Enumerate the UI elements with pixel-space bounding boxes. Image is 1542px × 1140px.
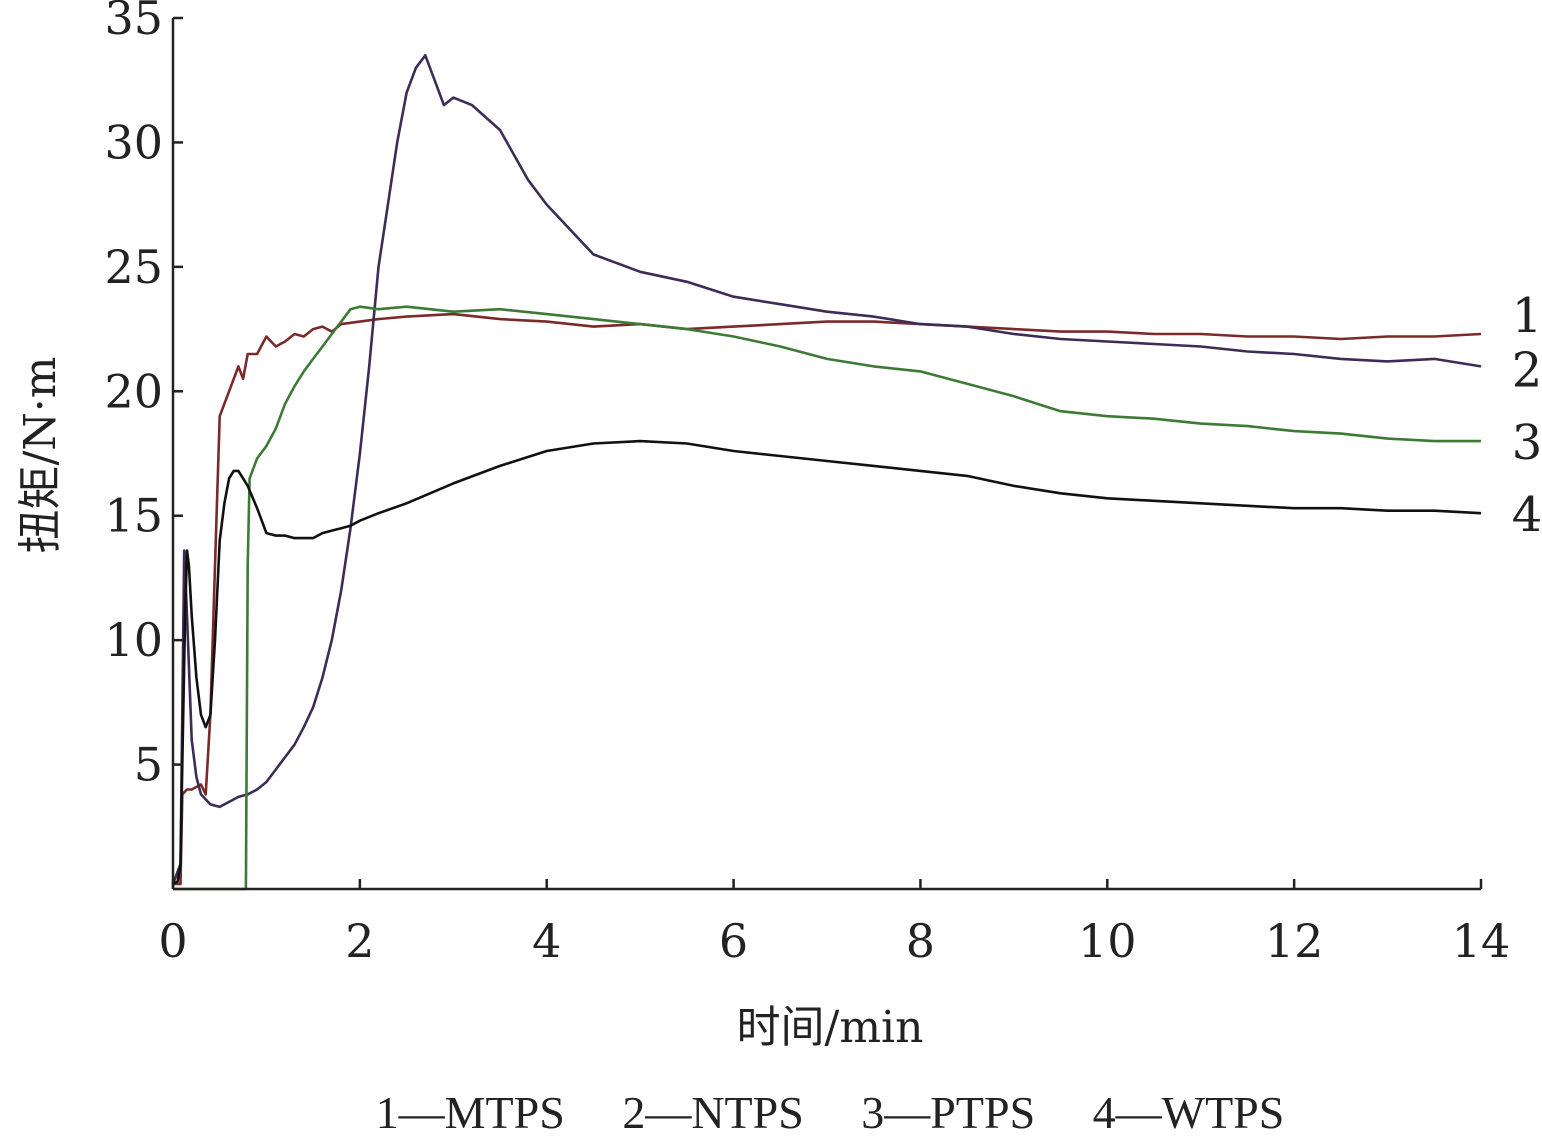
series-end-label-mtps: 1 (1512, 288, 1542, 344)
y-tick-label: 10 (104, 613, 163, 667)
end-label-layer: 12 3 4 (1512, 288, 1542, 543)
series-layer (171, 53, 1482, 891)
series-line-ntps (171, 53, 1482, 885)
legend: 1—MTPS 2—NTPS 3—PTPS 4—WTPS (376, 1087, 1285, 1138)
x-tick-label: 4 (532, 914, 561, 968)
series-end-label-ntps: 2 (1512, 342, 1542, 398)
y-tick-label: 15 (104, 489, 163, 543)
y-tick-label: 35 (104, 0, 163, 45)
y-tick-label: 25 (104, 240, 163, 294)
x-tick-label: 10 (1078, 914, 1137, 968)
y-tick-label: 5 (134, 738, 163, 792)
x-tick-label: 0 (158, 914, 187, 968)
y-tick-label: 20 (104, 364, 163, 418)
series-line-wtps (172, 439, 1482, 886)
series-end-label-ptps: 3 (1512, 415, 1542, 471)
series-end-label-wtps: 4 (1512, 487, 1542, 543)
y-axis-title: 扭矩/N·m (15, 356, 66, 553)
x-tick-label: 6 (719, 914, 748, 968)
series-line-ptps (173, 305, 1481, 891)
series-line-mtps (173, 312, 1482, 886)
x-tick-label: 2 (345, 914, 374, 968)
x-tick-label: 8 (906, 914, 935, 968)
x-tick-label: 12 (1265, 914, 1324, 968)
x-tick-label: 14 (1452, 914, 1511, 968)
tick-layer: 0 2 4 6 8 10 12 14 5 10 15 20 25 30 35 (104, 0, 1510, 968)
y-tick-label: 30 (104, 115, 163, 169)
x-axis-title: 时间/min (737, 1002, 924, 1053)
